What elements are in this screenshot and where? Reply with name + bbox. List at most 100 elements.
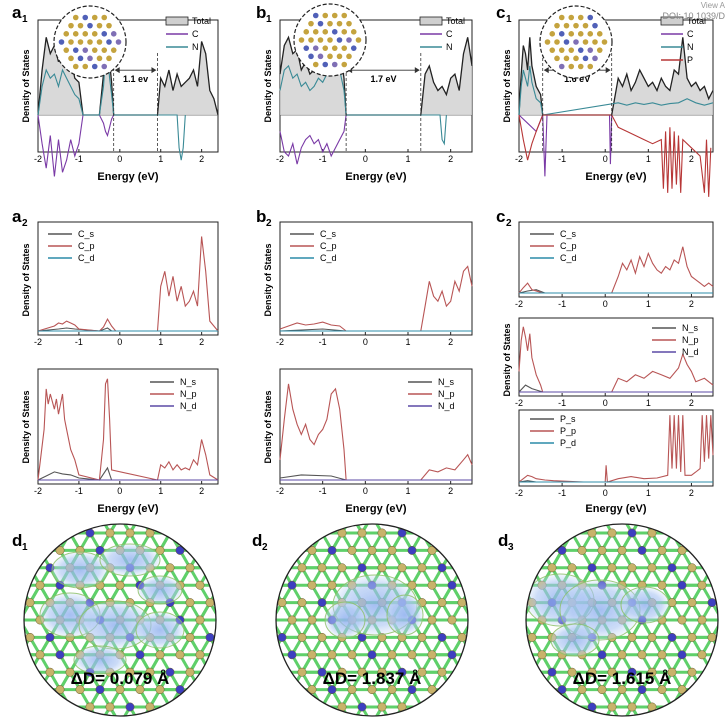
atom xyxy=(115,685,125,695)
bond xyxy=(526,549,534,569)
bond xyxy=(220,585,230,602)
bond xyxy=(0,533,10,550)
atom xyxy=(558,14,565,21)
atom xyxy=(248,616,256,624)
atom xyxy=(498,616,506,624)
bond xyxy=(198,671,212,691)
bond xyxy=(530,532,544,552)
series-fill-Total xyxy=(38,33,218,116)
bond xyxy=(230,516,240,533)
bond xyxy=(482,637,492,654)
atom xyxy=(448,511,456,519)
atom xyxy=(0,685,4,693)
bond xyxy=(68,706,82,716)
bond xyxy=(722,550,727,567)
atom xyxy=(707,632,717,642)
legend-label-N_s: N_s xyxy=(682,323,699,333)
bond xyxy=(540,706,554,716)
bond xyxy=(262,550,272,567)
legend-label-N: N xyxy=(192,42,199,52)
panel-subscript-b1: 1 xyxy=(266,14,272,25)
panel-letter-a1: a xyxy=(12,3,22,22)
panel-letter-d2: d xyxy=(252,531,262,550)
y-axis-label: Density of States xyxy=(502,323,512,396)
atom xyxy=(592,22,598,29)
structure-inset-a1 xyxy=(53,5,127,79)
y-axis-label: Density of States xyxy=(502,49,512,122)
atom xyxy=(276,545,277,555)
bond xyxy=(700,688,714,708)
atom xyxy=(457,563,467,573)
atom xyxy=(408,511,416,519)
atom xyxy=(346,53,352,60)
bond xyxy=(230,707,240,721)
bond xyxy=(512,690,522,707)
atom xyxy=(617,685,627,695)
bond xyxy=(0,550,10,567)
x-tick-label: 1 xyxy=(158,154,163,164)
bond xyxy=(276,654,284,673)
y-axis-label: Density of States xyxy=(21,243,31,316)
bond xyxy=(512,516,522,533)
atom xyxy=(317,53,324,60)
delta-d-label: ΔD= 1.615 Å xyxy=(573,669,672,688)
atom xyxy=(498,703,506,711)
atom xyxy=(457,667,467,677)
bond xyxy=(252,620,262,637)
legend-label-P_d: P_d xyxy=(560,438,576,448)
bond xyxy=(198,688,212,708)
bond xyxy=(252,690,262,707)
bond xyxy=(290,524,304,534)
atom xyxy=(82,63,89,70)
bond xyxy=(502,655,512,672)
atom xyxy=(317,632,327,642)
watermark-view: View A xyxy=(700,1,725,10)
bond xyxy=(262,690,272,707)
bond xyxy=(28,688,42,708)
bond xyxy=(38,688,52,708)
legend-label-P: P xyxy=(687,55,693,65)
bond xyxy=(526,671,534,691)
atom xyxy=(357,702,367,712)
atom xyxy=(707,563,717,573)
atom xyxy=(307,650,317,660)
bond xyxy=(450,671,464,691)
bond xyxy=(280,706,294,716)
bond xyxy=(482,637,492,654)
y-axis-label: Density of States xyxy=(263,390,273,463)
bond xyxy=(24,549,32,569)
atom xyxy=(698,511,706,519)
atom xyxy=(75,685,85,695)
y-axis-label: Density of States xyxy=(263,49,273,122)
bond xyxy=(280,706,294,716)
bond xyxy=(240,550,250,567)
series-fill-Total xyxy=(519,37,713,116)
structure-inset-b1 xyxy=(293,3,367,77)
bond xyxy=(492,707,502,721)
legend-label-N_s: N_s xyxy=(180,377,197,387)
atom xyxy=(87,55,93,62)
bond xyxy=(472,516,482,533)
atom xyxy=(327,545,337,555)
atom xyxy=(717,580,718,590)
bond xyxy=(512,516,522,533)
atom xyxy=(195,685,205,695)
legend-label-N: N xyxy=(687,42,694,52)
bond xyxy=(472,637,482,654)
bond xyxy=(208,532,216,552)
bond xyxy=(710,532,718,552)
x-tick-label: 1 xyxy=(646,299,651,309)
atom xyxy=(195,615,205,625)
atom xyxy=(518,511,526,519)
atom xyxy=(91,14,98,21)
bond xyxy=(188,524,202,534)
legend-label-C_d: C_d xyxy=(78,253,95,263)
bond xyxy=(230,707,240,721)
legend-label-N_p: N_p xyxy=(438,389,455,399)
plot-area-b1: 1.7 eV Total CN Energy (eV) Density of State… xyxy=(263,3,473,183)
atom xyxy=(468,511,476,519)
series-line-P_p xyxy=(518,415,714,483)
atom xyxy=(95,545,105,555)
atom xyxy=(377,528,387,538)
